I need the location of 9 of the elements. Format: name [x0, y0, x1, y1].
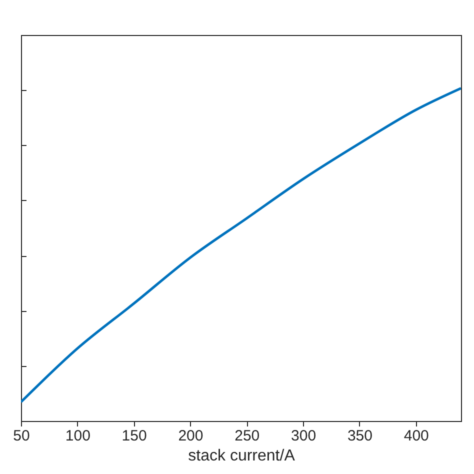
x-tick-label: 300	[291, 428, 316, 444]
x-tick-label: 100	[65, 428, 90, 444]
x-tick-label: 50	[13, 428, 30, 444]
x-tick-label: 150	[122, 428, 147, 444]
x-axis-title: stack current/A	[188, 448, 296, 464]
x-tick-label: 250	[234, 428, 260, 444]
x-tick-label: 350	[347, 428, 372, 444]
x-tick-label: 200	[178, 428, 204, 444]
x-tick-label: 400	[404, 428, 429, 444]
